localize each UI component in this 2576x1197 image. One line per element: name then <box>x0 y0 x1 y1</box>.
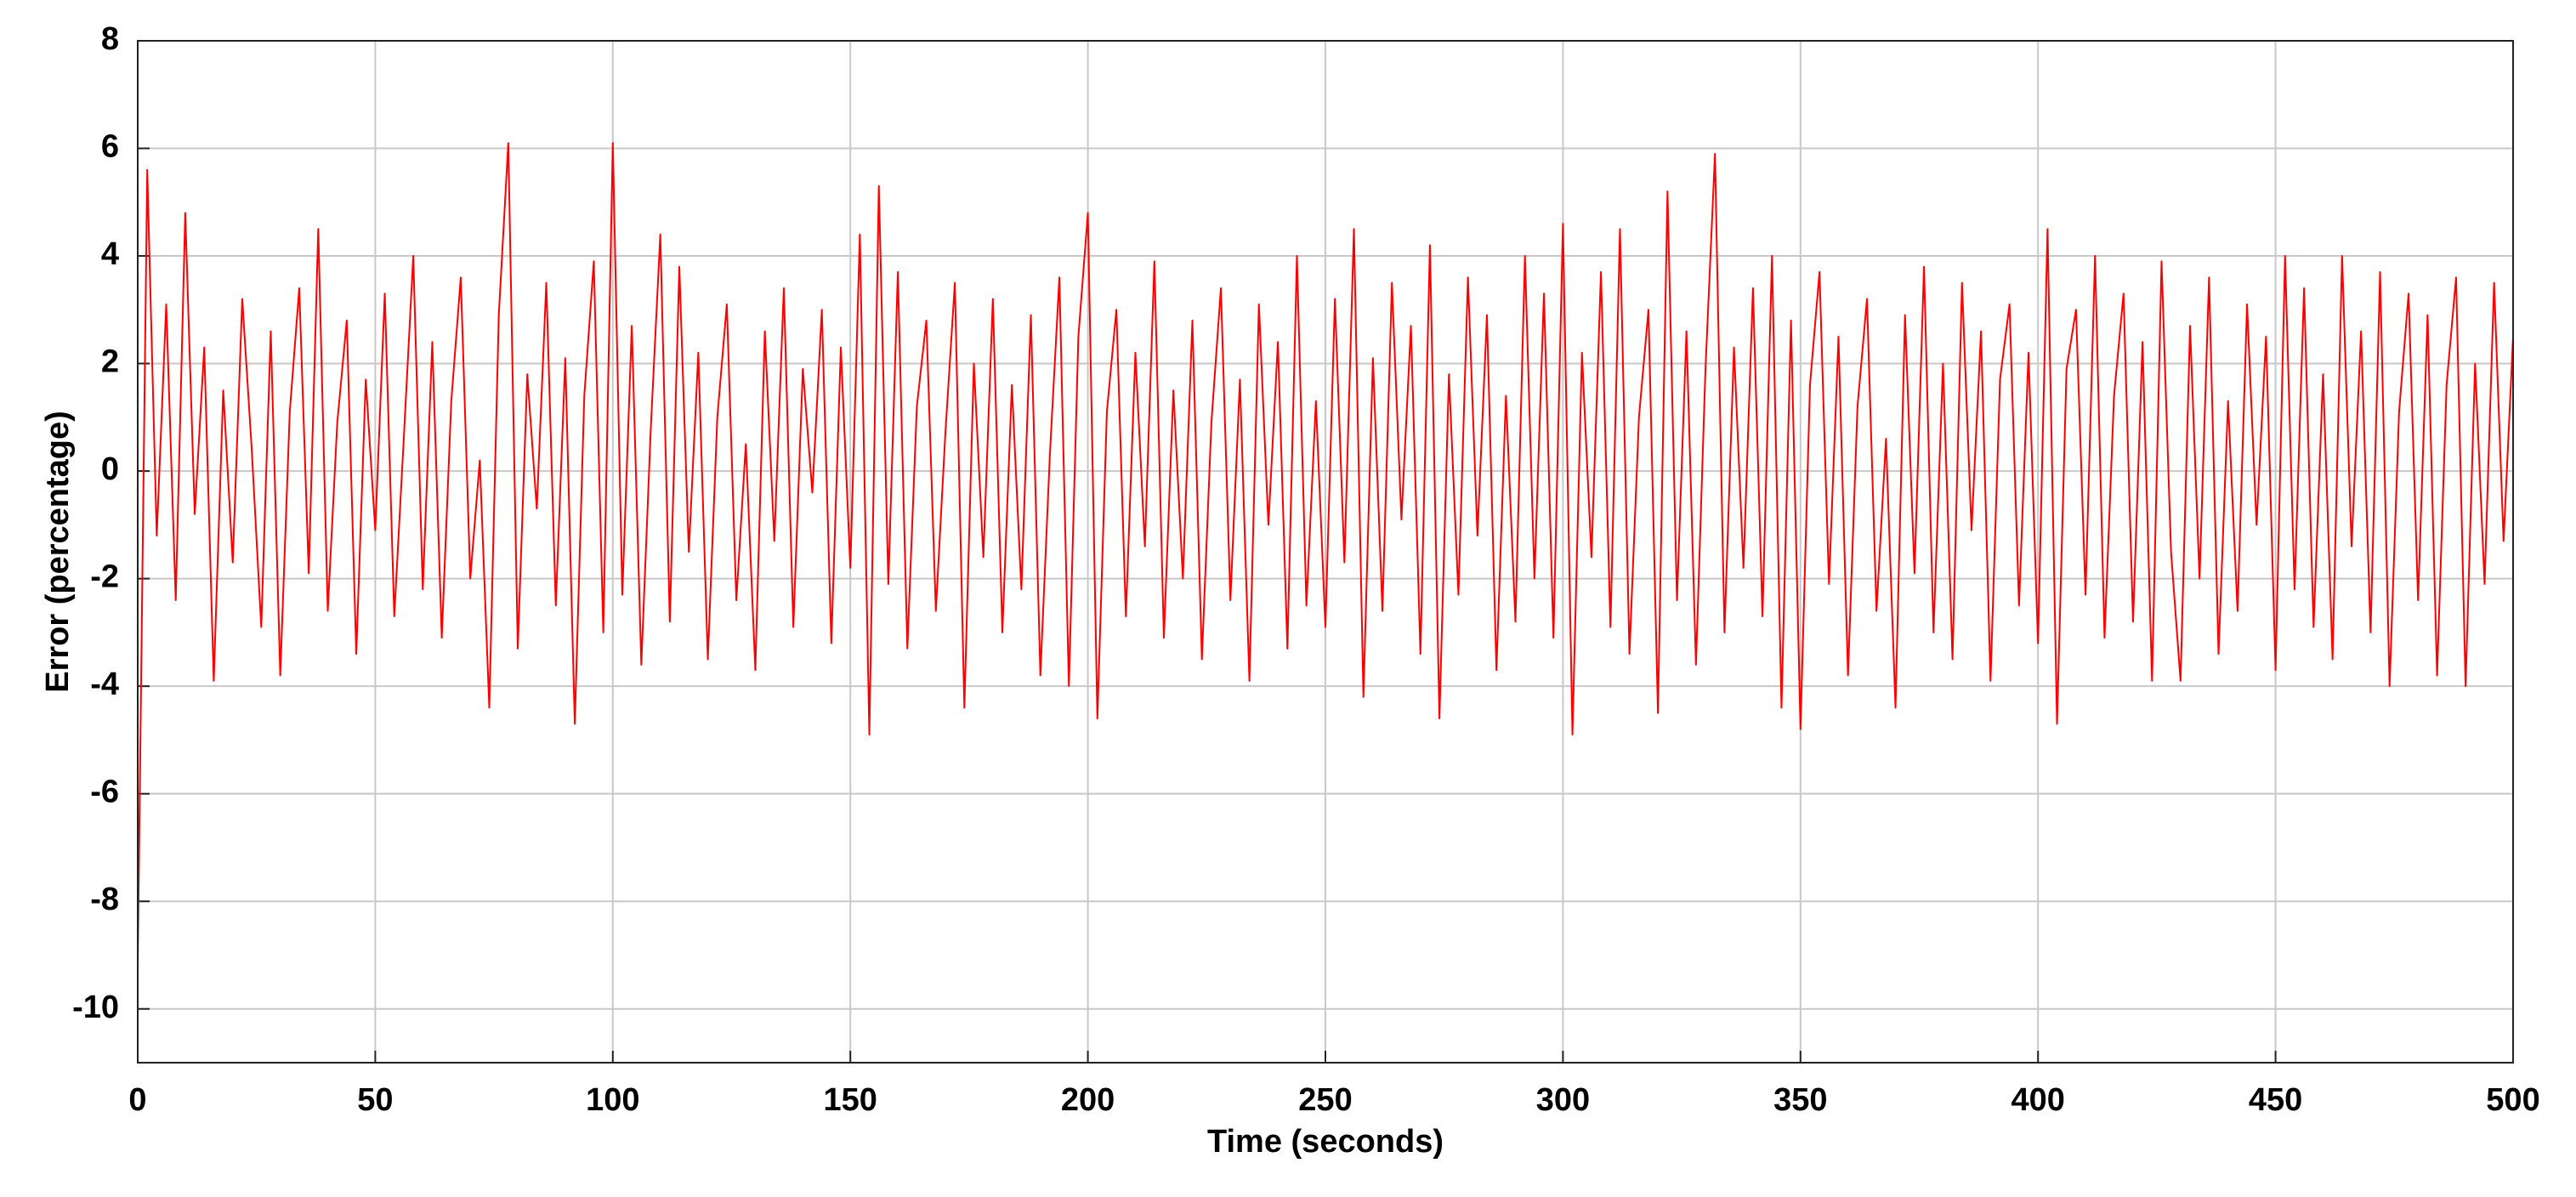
x-tick-label: 500 <box>2486 1082 2539 1118</box>
x-tick-label: 50 <box>357 1082 393 1118</box>
y-tick-label: -2 <box>90 559 119 595</box>
y-tick-label: -10 <box>72 990 119 1025</box>
x-tick-label: 0 <box>128 1082 146 1118</box>
y-tick-label: 2 <box>101 344 119 380</box>
x-tick-label: 200 <box>1061 1082 1115 1118</box>
plot-frame <box>137 40 2514 1064</box>
y-axis-label: Error (percentage) <box>40 411 76 693</box>
y-tick-label: 8 <box>101 21 119 57</box>
y-tick-label: 0 <box>101 451 119 487</box>
x-tick-label: 150 <box>823 1082 877 1118</box>
x-tick-label: 250 <box>1298 1082 1352 1118</box>
x-tick-label: 400 <box>2011 1082 2064 1118</box>
error-line <box>137 142 2514 967</box>
y-tick-label: -4 <box>90 667 119 702</box>
x-axis-label: Time (seconds) <box>1207 1124 1444 1160</box>
plot <box>137 142 2514 967</box>
y-tick-label: -8 <box>90 882 119 917</box>
y-tick-label: 4 <box>101 236 119 272</box>
y-tick-label: -6 <box>90 774 119 810</box>
x-tick-label: 100 <box>586 1082 639 1118</box>
tick-labels: -10 -8 -6 -4 -2 0 2 4 6 8 0 50 100 150 200 250 300 350 400… <box>72 21 2540 1118</box>
y-tick-label: 6 <box>101 129 119 165</box>
x-tick-label: 350 <box>1773 1082 1827 1118</box>
x-tick-label: 450 <box>2249 1082 2302 1118</box>
x-tick-label: 300 <box>1536 1082 1590 1118</box>
